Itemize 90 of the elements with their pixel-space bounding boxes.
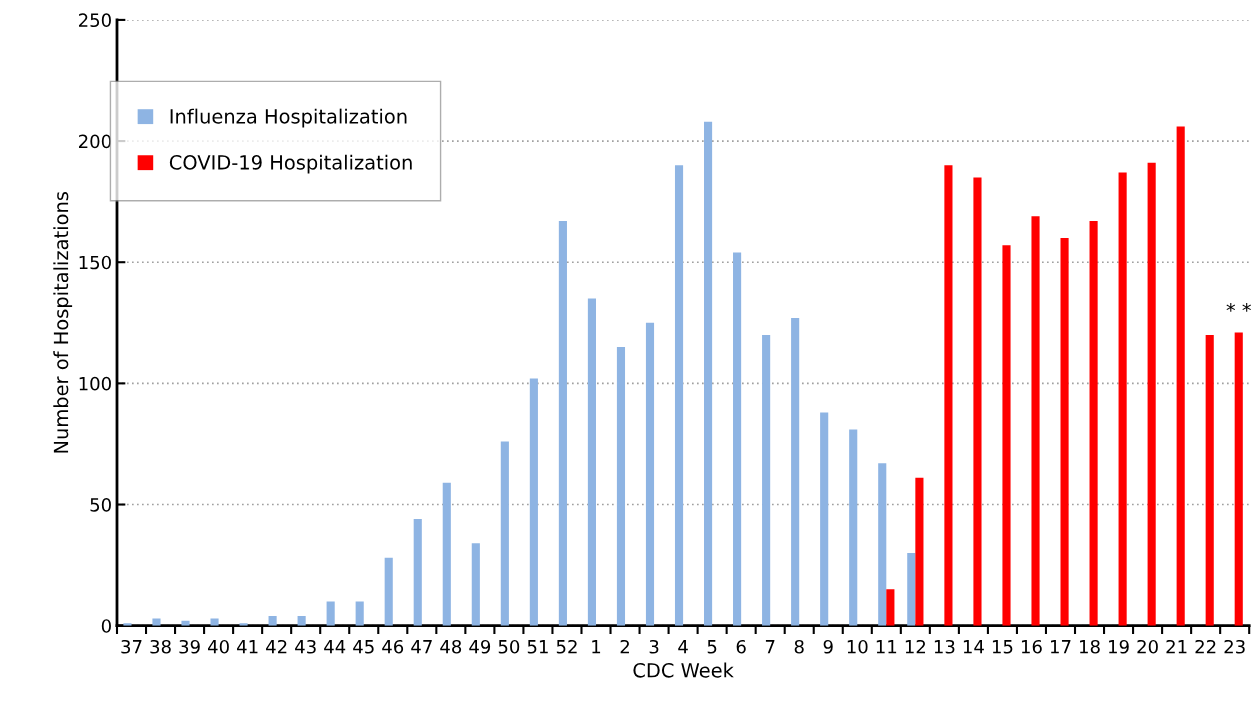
bar xyxy=(268,615,277,626)
x-tick-label: 50 xyxy=(498,639,520,654)
bar xyxy=(1089,221,1098,626)
y-tick-label: 200 xyxy=(78,134,111,149)
x-tick-label: 21 xyxy=(1166,639,1187,654)
x-tick-label: 15 xyxy=(992,640,1013,654)
bar xyxy=(1002,245,1011,626)
x-tick-label: 45 xyxy=(353,640,374,654)
bar xyxy=(907,552,916,626)
x-tick-label: 10 xyxy=(847,639,868,654)
x-tick-label: 51 xyxy=(527,640,548,654)
bar xyxy=(558,221,567,626)
bar xyxy=(1176,126,1185,626)
x-tick-label: 48 xyxy=(440,639,462,654)
bar xyxy=(645,322,655,626)
x-tick-label: 13 xyxy=(934,639,955,654)
bar xyxy=(123,623,132,626)
bar xyxy=(791,317,800,626)
x-tick-label: 39 xyxy=(179,639,200,654)
bar xyxy=(297,615,306,626)
bar xyxy=(587,298,596,626)
x-tick-label: 23 xyxy=(1224,639,1245,654)
y-tick-label: 250 xyxy=(78,13,111,28)
bar xyxy=(1031,216,1040,626)
bar xyxy=(413,519,422,626)
x-tick-label: 1 xyxy=(592,640,601,654)
bar xyxy=(886,589,895,626)
bar xyxy=(733,252,742,626)
legend-label: Influenza Hospitalization xyxy=(170,108,407,128)
x-tick-label: 40 xyxy=(208,639,229,654)
bar xyxy=(616,347,626,626)
bar xyxy=(944,165,953,626)
x-tick-label: 9 xyxy=(823,639,833,654)
x-tick-label: 6 xyxy=(736,639,746,654)
bar xyxy=(210,618,219,626)
bar xyxy=(1234,332,1243,626)
x-tick-label: 47 xyxy=(411,640,432,654)
bar xyxy=(1205,334,1214,626)
annotation: * * xyxy=(1226,302,1251,312)
bar xyxy=(500,441,509,626)
x-tick-label: 37 xyxy=(121,639,142,654)
x-tick-label: 12 xyxy=(905,639,926,654)
x-tick-label: 42 xyxy=(266,639,287,654)
x-tick-label: 8 xyxy=(794,639,804,654)
x-tick-label: 4 xyxy=(678,640,688,654)
bar xyxy=(529,378,538,626)
x-tick-label: 18 xyxy=(1080,639,1100,654)
x-tick-label: 52 xyxy=(556,639,577,654)
bar xyxy=(1147,162,1156,626)
bar xyxy=(820,412,829,626)
bar xyxy=(1060,237,1069,626)
x-tick-label: 38 xyxy=(150,639,171,654)
bar xyxy=(849,429,858,626)
x-tick-label: 3 xyxy=(649,639,659,654)
bar xyxy=(878,463,887,626)
x-tick-label: 5 xyxy=(707,640,717,654)
y-tick-label: 150 xyxy=(79,255,111,270)
bar xyxy=(355,601,364,626)
y-tick-label: 0 xyxy=(101,619,111,633)
bar xyxy=(973,177,982,626)
x-tick-label: 19 xyxy=(1109,639,1129,654)
y-tick-label: 100 xyxy=(79,376,111,391)
x-axis-title: CDC Week xyxy=(633,662,734,678)
bar xyxy=(762,334,771,626)
x-tick-label: 46 xyxy=(382,639,404,654)
legend-label: COVID-19 Hospitalization xyxy=(169,154,412,174)
x-tick-label: 11 xyxy=(876,640,897,654)
x-tick-label: 43 xyxy=(295,639,316,654)
x-tick-label: 16 xyxy=(1021,639,1042,654)
x-tick-label: 44 xyxy=(324,640,346,654)
x-tick-label: 7 xyxy=(765,640,775,654)
x-tick-label: 14 xyxy=(963,640,984,654)
x-tick-label: 17 xyxy=(1050,640,1071,654)
bar xyxy=(326,601,335,626)
bar xyxy=(152,618,161,626)
x-tick-label: 22 xyxy=(1195,639,1216,654)
y-axis-title: Number of Hospitalizations xyxy=(53,192,73,453)
y-tick-label: 50 xyxy=(90,497,111,512)
bar xyxy=(704,121,713,626)
x-tick-label: 2 xyxy=(620,639,629,654)
bar xyxy=(442,482,451,626)
bar xyxy=(471,543,480,626)
x-tick-label: 49 xyxy=(469,639,491,654)
bar xyxy=(1118,172,1127,626)
bar xyxy=(674,165,684,626)
bar xyxy=(915,477,924,626)
x-tick-label: 41 xyxy=(237,640,258,654)
x-tick-label: 20 xyxy=(1137,639,1158,654)
bar xyxy=(181,620,190,626)
bar xyxy=(384,557,393,626)
